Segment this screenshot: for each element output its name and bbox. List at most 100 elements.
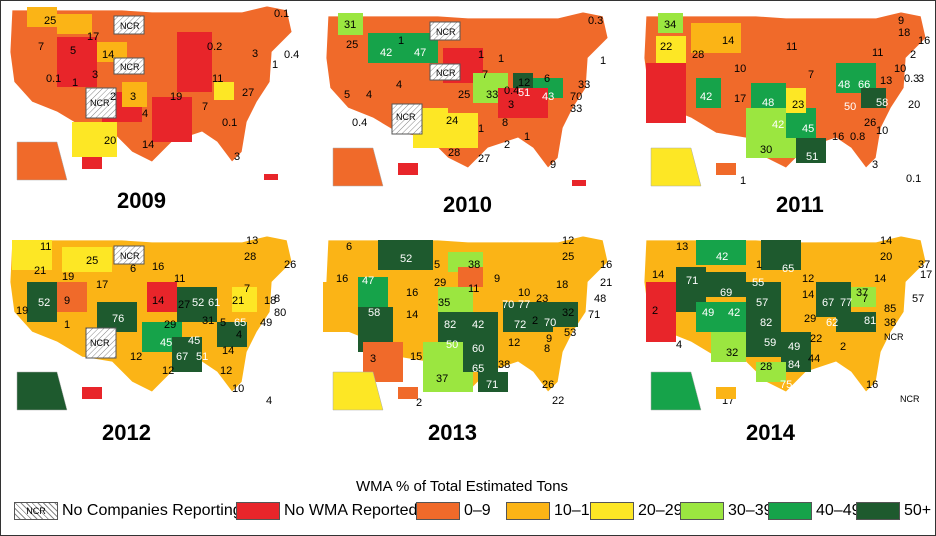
- label: 9: [898, 15, 904, 27]
- label: 24: [446, 115, 458, 127]
- legend-item-ncr: NCR No Companies Reporting: [14, 500, 242, 522]
- label: 32: [726, 347, 738, 359]
- label: 12: [130, 351, 142, 363]
- label: 18: [556, 279, 568, 291]
- label: 10: [734, 63, 746, 75]
- legend-label: 50+: [904, 502, 932, 519]
- label: 1: [498, 53, 504, 65]
- label: 58: [368, 307, 380, 319]
- us-map-2009: 25 17 NCR 7 5 14 0.1 0.4 1 0.1 3 0.2 3 N…: [9, 5, 299, 181]
- label: 84: [788, 359, 800, 371]
- label: 10: [518, 287, 530, 299]
- label: 13: [880, 75, 892, 87]
- legend-swatch: [768, 502, 812, 520]
- label: 1: [398, 35, 404, 47]
- label: 25: [86, 255, 98, 267]
- label: 42: [716, 251, 728, 263]
- label: 11: [212, 73, 223, 85]
- label: 45: [802, 123, 814, 135]
- label: 16: [600, 259, 612, 271]
- label: 58: [876, 97, 888, 109]
- legend-label: No Companies Reporting: [62, 502, 242, 519]
- label: 2: [110, 91, 116, 103]
- us-map-2010: 31 1 NCR 0.3 25 42 47 1 1 4 NCR 7 12 6 1…: [325, 11, 609, 187]
- label: 49: [260, 317, 272, 329]
- label: 5: [344, 89, 350, 101]
- label: 0.3: [588, 15, 603, 27]
- label: 65: [234, 317, 246, 329]
- legend-swatch: [416, 502, 460, 520]
- legend-swatch: [506, 502, 550, 520]
- label: 4: [396, 79, 402, 91]
- label: 14: [222, 345, 234, 357]
- label: 3: [508, 99, 514, 111]
- legend-swatch: [236, 502, 280, 520]
- us-map-2014: 13 42 1 65 14 20 37 17 14 71 55 12 14 7 …: [643, 235, 932, 411]
- label: 47: [414, 47, 426, 59]
- label: 9: [546, 333, 552, 345]
- label: 26: [864, 117, 876, 129]
- label: 4: [236, 329, 242, 341]
- legend-label: 10–19: [554, 502, 599, 519]
- label: 52: [38, 297, 50, 309]
- label: 21: [34, 265, 46, 277]
- label: 42: [700, 91, 712, 103]
- label: 0.4: [352, 117, 367, 129]
- label: 1: [524, 131, 530, 143]
- label: 67: [822, 297, 834, 309]
- label: 6: [130, 263, 136, 275]
- label: 13: [246, 235, 258, 247]
- label: 28: [448, 147, 460, 159]
- map-2012: 11 25 NCR 13 28 26 21 19 17 6 16 11 7 8 …: [2, 232, 302, 446]
- label: 6: [346, 241, 352, 253]
- label: 8: [544, 343, 550, 355]
- label: 7: [244, 283, 250, 295]
- year-title: 2012: [102, 420, 151, 445]
- label: NCR: [436, 68, 456, 78]
- label: 65: [472, 363, 484, 375]
- label: 29: [804, 313, 816, 325]
- label: 17: [87, 31, 99, 43]
- label: 1: [600, 55, 606, 67]
- label: 0.1: [222, 117, 237, 129]
- label: 31: [202, 315, 214, 327]
- label: 43: [542, 91, 554, 103]
- label: 51: [196, 351, 208, 363]
- label: 25: [458, 89, 470, 101]
- label: NCR: [884, 332, 904, 342]
- label: 42: [472, 319, 484, 331]
- label: 69: [720, 287, 732, 299]
- label: 35: [438, 297, 450, 309]
- legend-label: 40–49: [816, 502, 861, 519]
- label: 62: [826, 317, 838, 329]
- label: 3: [234, 151, 240, 163]
- label: 77: [840, 297, 852, 309]
- label: 19: [16, 305, 28, 317]
- label: 44: [808, 353, 820, 365]
- label: 12: [562, 235, 574, 247]
- label: 6: [544, 73, 550, 85]
- label: 70: [502, 299, 514, 311]
- label: 22: [810, 333, 822, 345]
- label: 23: [792, 99, 804, 111]
- label: 76: [112, 313, 124, 325]
- label: 12: [802, 273, 814, 285]
- legend-label: No WMA Reported: [284, 502, 418, 519]
- label: 75: [780, 379, 792, 391]
- legend-label: 0–9: [464, 502, 491, 519]
- label: 42: [772, 119, 784, 131]
- legend-swatch: [856, 502, 900, 520]
- label: 82: [760, 317, 772, 329]
- label: 38: [498, 359, 510, 371]
- label: 28: [760, 361, 772, 373]
- label: 18: [898, 27, 910, 39]
- year-title: 2013: [428, 420, 477, 445]
- label: 14: [152, 295, 164, 307]
- label: 51: [806, 151, 818, 163]
- year-title: 2011: [776, 192, 824, 217]
- label: 67: [176, 351, 188, 363]
- label: 7: [808, 69, 814, 81]
- label: 31: [344, 19, 356, 31]
- label: 80: [274, 307, 286, 319]
- map-2011: 34 9 18 16 22 28 14 11 11 2 10 10 7 48 6…: [636, 8, 936, 222]
